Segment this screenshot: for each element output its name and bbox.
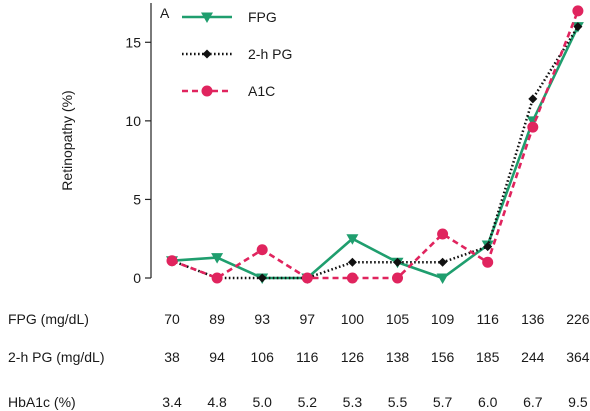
legend-item: FPG [182, 9, 277, 25]
table-cell: 38 [164, 349, 180, 365]
table-cell: 106 [251, 349, 275, 365]
data-point [166, 255, 178, 267]
series-line [171, 10, 580, 280]
data-point [527, 121, 539, 133]
data-point [211, 272, 223, 284]
legend-item: A1C [182, 83, 275, 99]
data-point [393, 257, 402, 267]
table-row: FPG (mg/dL) 70 89 93 97 100 105 109 116 136 226 [8, 311, 590, 327]
table-cell: 226 [566, 311, 590, 327]
table-cell: 100 [341, 311, 365, 327]
table-cell: 3.4 [162, 394, 182, 410]
data-point [438, 257, 448, 267]
series-fpg [166, 22, 584, 284]
table-cell: 185 [476, 349, 500, 365]
y-tick-label: 10 [125, 113, 141, 129]
value-table: FPG (mg/dL) 70 89 93 97 100 105 109 116 136 226 2-h… [8, 311, 590, 410]
table-cell: 6.7 [523, 394, 543, 410]
legend: FPG 2-h PG A1C [182, 9, 292, 99]
table-cell: 93 [254, 311, 270, 327]
data-point [572, 5, 584, 17]
y-tick-label: 0 [133, 270, 141, 286]
series-line [171, 26, 580, 280]
legend-label: 2-h PG [248, 46, 292, 62]
table-cell: 94 [209, 349, 225, 365]
data-point [346, 234, 359, 245]
table-cell: 138 [386, 349, 410, 365]
legend-marker [201, 85, 213, 97]
axes: 0 5 10 15 Retinopathy (%) A [59, 3, 170, 286]
table-cell: 6.0 [478, 394, 498, 410]
legend-label: A1C [248, 83, 275, 99]
data-point [211, 253, 224, 264]
data-point [256, 244, 268, 256]
table-cell: 244 [521, 349, 545, 365]
data-point [257, 273, 267, 283]
table-cell: 9.5 [568, 394, 588, 410]
table-cell: 105 [386, 311, 410, 327]
table-cell: 97 [300, 311, 316, 327]
table-row: HbA1c (%) 3.4 4.8 5.0 5.2 5.3 5.5 5.7 6.0 6.7 9.5 [8, 394, 588, 410]
table-cell: 5.5 [388, 394, 408, 410]
data-point [436, 273, 449, 284]
table-cell: 5.2 [298, 394, 318, 410]
table-cell: 89 [209, 311, 225, 327]
table-cell: 4.8 [207, 394, 227, 410]
table-cell: 109 [431, 311, 455, 327]
table-cell: 70 [164, 311, 180, 327]
table-cell: 156 [431, 349, 455, 365]
table-cell: 5.0 [252, 394, 272, 410]
legend-marker [202, 49, 212, 59]
table-cell: 364 [566, 349, 590, 365]
legend-item: 2-h PG [182, 46, 292, 62]
table-cell: 116 [477, 311, 500, 327]
panel-label: A [160, 5, 170, 21]
data-point [301, 272, 313, 284]
table-row: 2-h PG (mg/dL) 38 94 106 116 126 138 156 185 244 3… [8, 349, 590, 365]
data-point [437, 228, 449, 240]
data-point [483, 242, 493, 252]
legend-marker [201, 12, 213, 23]
legend-label: FPG [248, 9, 277, 25]
series-line [171, 25, 579, 280]
table-cell: 116 [296, 349, 319, 365]
row-label: 2-h PG (mg/dL) [8, 349, 104, 365]
data-point [573, 22, 583, 32]
series-layer [166, 5, 584, 284]
row-label: HbA1c (%) [8, 394, 76, 410]
data-point [392, 272, 403, 284]
table-cell: 126 [341, 349, 365, 365]
y-axis-label: Retinopathy (%) [59, 90, 75, 190]
table-cell: 136 [521, 311, 545, 327]
data-point [528, 94, 538, 104]
data-point [346, 272, 358, 284]
series-a1c [166, 5, 584, 284]
row-label: FPG (mg/dL) [8, 311, 89, 327]
y-tick-label: 5 [133, 191, 141, 207]
y-tick-label: 15 [125, 34, 141, 50]
table-cell: 5.3 [343, 394, 363, 410]
table-cell: 5.7 [433, 394, 453, 410]
data-point [347, 257, 357, 267]
data-point [482, 256, 494, 268]
